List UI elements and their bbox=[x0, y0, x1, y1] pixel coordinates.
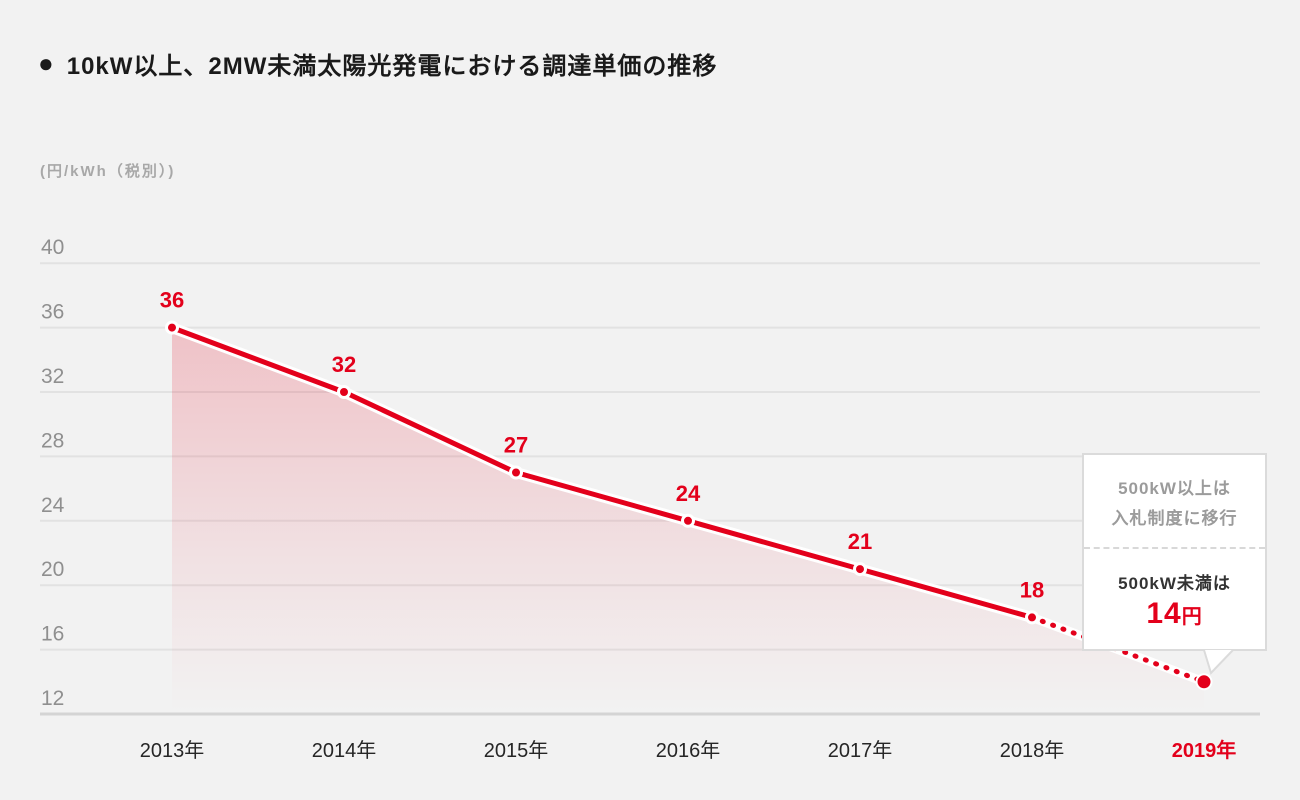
callout-top-section: 500kW以上は 入札制度に移行 bbox=[1084, 455, 1265, 547]
x-axis-label-2019年: 2019年 bbox=[1172, 738, 1237, 762]
y-tick-label-28: 28 bbox=[41, 429, 64, 452]
callout-price-value: 14 bbox=[1146, 596, 1182, 630]
y-tick-label-36: 36 bbox=[41, 301, 64, 324]
data-label-2016年: 24 bbox=[676, 481, 701, 506]
x-axis-label-2014年: 2014年 bbox=[312, 739, 377, 762]
callout-bubble: 500kW以上は 入札制度に移行 500kW未満は 14円 bbox=[1082, 453, 1267, 651]
y-tick-label-24: 24 bbox=[41, 494, 65, 517]
data-label-2014年: 32 bbox=[332, 352, 356, 377]
price-line-solid bbox=[171, 325, 1033, 620]
y-tick-label-20: 20 bbox=[41, 558, 64, 581]
y-tick-label-32: 32 bbox=[41, 365, 64, 388]
page-title: ● 10kW以上、2MW未満太陽光発電における調達単価の推移 bbox=[38, 46, 717, 81]
data-point-2016年 bbox=[681, 513, 695, 528]
x-axis-label-2016年: 2016年 bbox=[656, 739, 721, 762]
area-fill bbox=[172, 327, 1204, 710]
callout-bottom-line: 500kW未満は bbox=[1118, 573, 1231, 593]
callout-bottom-section: 500kW未満は 14円 bbox=[1084, 549, 1265, 649]
data-point-2018年 bbox=[1025, 610, 1039, 625]
data-label-2015年: 27 bbox=[504, 433, 528, 458]
data-label-2017年: 21 bbox=[848, 529, 872, 554]
data-point-2017年 bbox=[853, 562, 867, 577]
data-point-2014年 bbox=[337, 385, 351, 399]
callout-price: 14円 bbox=[1084, 597, 1265, 630]
y-tick-label-16: 16 bbox=[41, 623, 64, 646]
callout-tail-icon bbox=[1203, 649, 1234, 675]
callout-top-line1: 500kW以上は bbox=[1118, 478, 1231, 498]
callout-top-line2: 入札制度に移行 bbox=[1111, 508, 1238, 528]
y-axis-unit-label: (円/kWh（税別）) bbox=[40, 163, 176, 180]
x-axis-label-2013年: 2013年 bbox=[140, 739, 205, 762]
price-line-dotted bbox=[1029, 614, 1207, 685]
x-axis-label-2015年: 2015年 bbox=[484, 739, 549, 762]
data-label-2018年: 18 bbox=[1020, 577, 1044, 602]
y-tick-label-40: 40 bbox=[41, 236, 64, 259]
callout-price-unit: 円 bbox=[1181, 605, 1203, 628]
page-title-text: 10kW以上、2MW未満太陽光発電における調達単価の推移 bbox=[66, 53, 718, 80]
data-point-2015年 bbox=[509, 465, 523, 480]
title-bullet-icon: ● bbox=[38, 47, 55, 78]
x-axis-label-2017年: 2017年 bbox=[828, 739, 893, 762]
callout-divider bbox=[1084, 547, 1265, 549]
y-tick-label-12: 12 bbox=[41, 687, 64, 710]
data-point-2013年 bbox=[165, 320, 179, 335]
data-label-2013年: 36 bbox=[160, 288, 184, 313]
data-point-2019年 bbox=[1195, 673, 1213, 691]
x-axis-label-2018年: 2018年 bbox=[1000, 739, 1065, 762]
